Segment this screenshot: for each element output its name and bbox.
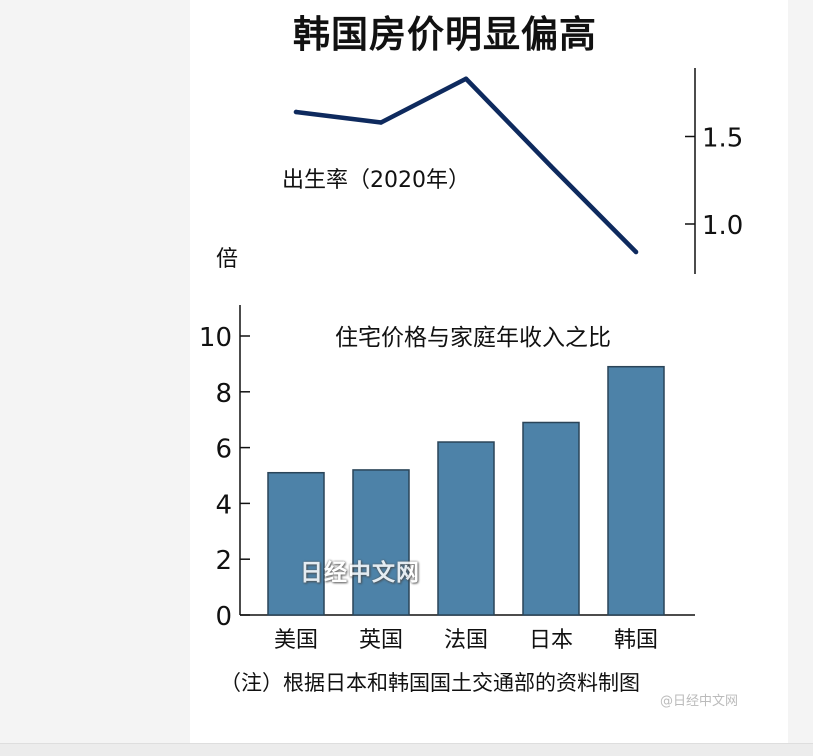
bar: [267, 471, 325, 616]
y-tick-label: 0: [215, 602, 232, 632]
chart-title: 韩国房价明显偏高: [293, 13, 597, 56]
x-category-label: 日本: [529, 628, 573, 653]
x-category-label: 法国: [444, 628, 488, 653]
bar: [437, 441, 495, 616]
weibo-watermark: @日经中文网: [660, 694, 739, 709]
birth-rate-line: [293, 76, 639, 255]
chart-panel: [190, 0, 788, 743]
y-tick-label: 4: [215, 490, 232, 520]
watermark: 日经中文网: [300, 560, 420, 586]
right-axis-tick-label: 1.0: [702, 211, 743, 241]
y-unit-label: 倍: [216, 247, 238, 272]
y-tick-label: 6: [215, 435, 232, 465]
bar-chart-subtitle: 住宅价格与家庭年收入之比: [335, 325, 611, 351]
x-category-label: 英国: [359, 628, 403, 653]
footnote: （注）根据日本和韩国国土交通部的资料制图: [220, 671, 640, 695]
x-category-label: 韩国: [614, 628, 658, 653]
birth-rate-point: [378, 120, 384, 125]
birth-rate-chart: 1.5 1.0 出生率（2020年）: [282, 68, 743, 274]
right-axis-tick-label: 1.5: [702, 124, 743, 154]
birth-rate-point: [548, 164, 554, 169]
birth-rate-point: [633, 249, 639, 255]
bar: [522, 421, 580, 616]
bottom-strip: [0, 743, 813, 756]
line-chart-label: 出生率（2020年）: [282, 168, 470, 193]
y-tick-label: 2: [215, 546, 232, 576]
x-category-label: 美国: [274, 628, 318, 653]
birth-rate-point: [463, 76, 469, 81]
y-tick-label: 10: [199, 323, 232, 353]
bar: [607, 365, 665, 616]
y-tick-label: 8: [215, 379, 232, 409]
bar: [352, 469, 410, 616]
birth-rate-point: [293, 109, 299, 115]
